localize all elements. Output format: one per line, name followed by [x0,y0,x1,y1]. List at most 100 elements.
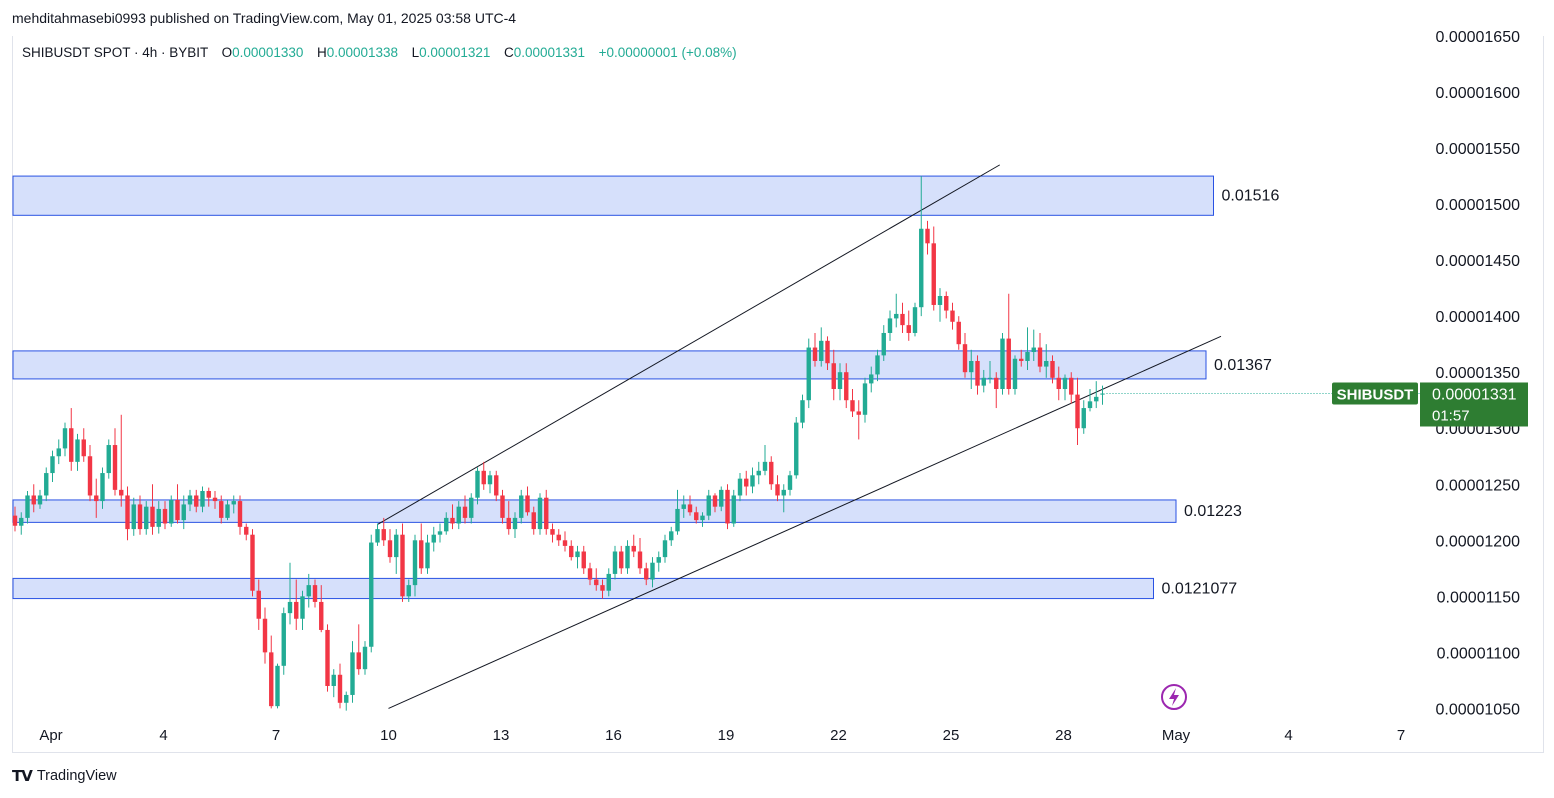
candle[interactable] [106,439,111,479]
candle[interactable] [862,377,868,423]
candle[interactable] [525,486,530,516]
candle[interactable] [594,568,599,591]
candle[interactable] [394,529,399,574]
candle[interactable] [931,226,936,311]
candle[interactable] [519,489,524,524]
candle[interactable] [1069,372,1074,404]
candle[interactable] [937,288,943,322]
candle[interactable] [1062,374,1068,401]
candle[interactable] [875,349,880,382]
candle[interactable] [56,439,61,465]
candle[interactable] [662,534,668,563]
candle[interactable] [1087,389,1093,412]
candle[interactable] [506,501,511,535]
candle[interactable] [150,484,155,535]
candle[interactable] [756,461,761,485]
candle[interactable] [575,545,580,569]
candle[interactable] [350,641,355,703]
candle[interactable] [112,428,118,496]
candle[interactable] [819,327,824,367]
candle[interactable] [94,478,99,518]
symbol-tag[interactable] [1332,382,1418,405]
zone-0[interactable] [12,175,1214,216]
candle[interactable] [825,336,830,370]
candle[interactable] [881,325,886,361]
candle[interactable] [300,590,305,630]
candle[interactable] [125,486,130,541]
candle[interactable] [169,495,174,527]
candle[interactable] [1094,381,1099,409]
candle[interactable] [187,489,193,512]
candle[interactable] [319,585,324,633]
candle[interactable] [1044,344,1049,378]
candle[interactable] [812,332,818,367]
candle[interactable] [444,512,449,535]
candle[interactable] [712,493,718,513]
legend-symbol[interactable]: SHIBUSDT SPOT · 4h · BYBIT [22,45,209,60]
candle[interactable] [550,523,555,543]
candle[interactable] [306,573,311,608]
candle[interactable] [475,467,480,505]
candle[interactable] [969,349,974,390]
candle[interactable] [456,501,461,530]
candle[interactable] [631,534,636,558]
candle[interactable] [381,517,386,546]
candle[interactable] [1006,293,1011,395]
candle[interactable] [450,504,455,530]
candle[interactable] [744,470,749,496]
candle[interactable] [200,486,205,513]
candle[interactable] [494,470,499,502]
candle[interactable] [894,293,899,328]
candle[interactable] [950,302,955,330]
candle[interactable] [600,579,605,599]
candle[interactable] [12,506,18,532]
candle[interactable] [687,495,693,516]
candle[interactable] [1037,332,1043,373]
candle[interactable] [806,338,811,409]
candle[interactable] [431,526,436,552]
candle[interactable] [44,467,49,502]
candle[interactable] [425,534,430,574]
candle[interactable] [362,641,368,675]
candle[interactable] [31,484,36,513]
candle[interactable] [87,445,93,502]
candle[interactable] [400,523,405,602]
candle[interactable] [694,506,699,524]
candle[interactable] [131,497,136,536]
candle[interactable] [344,691,349,711]
candle[interactable] [669,526,674,546]
candle[interactable] [962,332,968,378]
candle[interactable] [312,579,318,608]
candle[interactable] [219,495,224,524]
candle[interactable] [775,475,780,502]
candle[interactable] [81,428,86,462]
candle[interactable] [569,540,574,561]
candle[interactable] [725,484,730,530]
candle[interactable] [925,220,930,255]
candle[interactable] [100,467,105,509]
candle[interactable] [69,408,74,471]
candle[interactable] [769,456,774,490]
candle[interactable] [975,355,980,395]
candle[interactable] [981,369,986,393]
candle[interactable] [237,495,243,535]
candle[interactable] [119,414,124,507]
candle[interactable] [144,501,149,535]
candle[interactable] [356,624,361,675]
candle[interactable] [481,461,486,490]
candle[interactable] [244,523,249,541]
candle[interactable] [619,545,624,574]
candle[interactable] [369,534,374,653]
candle[interactable] [800,394,805,429]
candle[interactable] [794,417,799,479]
replay-icon[interactable] [1161,684,1187,710]
candle[interactable] [50,450,55,483]
trendline-1[interactable] [388,335,1222,709]
candle[interactable] [37,489,43,509]
candle[interactable] [231,495,236,514]
candle[interactable] [469,493,474,524]
candle[interactable] [1056,366,1061,401]
candle[interactable] [225,499,230,521]
candle[interactable] [250,529,255,597]
